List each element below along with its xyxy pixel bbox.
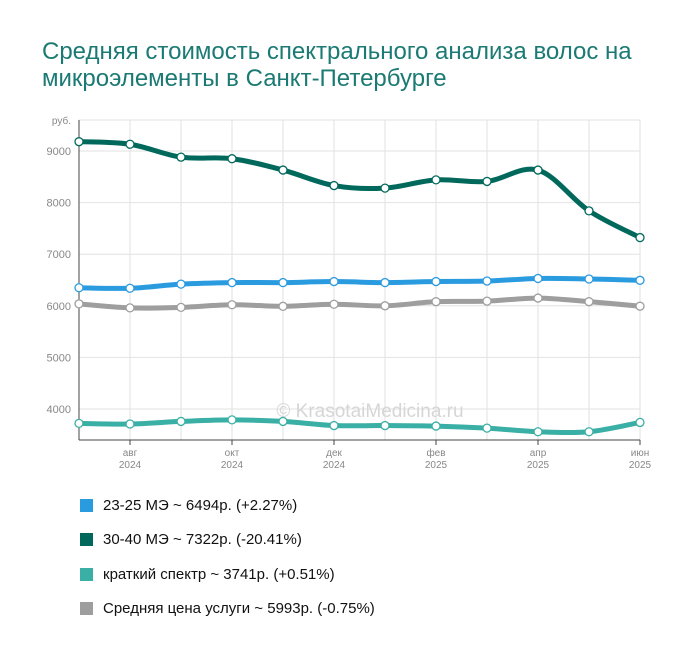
x-tick-label-year: 2025	[629, 460, 652, 471]
legend-item-1[interactable]: 23-25 МЭ ~ 6494р. (+2.27%)	[80, 488, 375, 523]
series-1-line	[76, 275, 643, 291]
legend-label: 30-40 МЭ ~ 7322р. (-20.41%)	[103, 531, 302, 549]
y-tick-label: 8000	[47, 198, 71, 210]
legend-item-3[interactable]: краткий спектр ~ 3741р. (+0.51%)	[80, 557, 375, 592]
series-4-point[interactable]	[533, 293, 543, 303]
series-3-point[interactable]	[74, 418, 84, 429]
series-4-point[interactable]	[278, 301, 288, 311]
series-4-line	[76, 295, 643, 311]
legend-swatch	[80, 533, 93, 547]
series-4-point[interactable]	[482, 296, 492, 306]
series-4-point[interactable]	[227, 300, 237, 310]
series-1-point[interactable]	[584, 274, 594, 284]
watermark-text: © KrasotaiMedicina.ru	[276, 401, 463, 422]
chart-title: Средняя стоимость спектрального анализа …	[42, 38, 632, 92]
series-1-point[interactable]	[125, 283, 135, 293]
series-4-point[interactable]	[329, 299, 339, 309]
y-tick-label: 9000	[47, 146, 71, 158]
series-2-point[interactable]	[584, 206, 594, 216]
series-1-point[interactable]	[227, 277, 237, 288]
legend-label: краткий спектр ~ 3741р. (+0.51%)	[103, 565, 335, 583]
series-2-point[interactable]	[380, 183, 390, 193]
series-3-point[interactable]	[635, 417, 645, 428]
line-chart: © KrasotaiMedicina.ru 400050006000700080…	[47, 115, 652, 471]
series-4-point[interactable]	[380, 301, 390, 311]
series-3-point[interactable]	[227, 415, 237, 425]
legend-swatch	[80, 498, 93, 512]
y-tick-label: 7000	[47, 249, 71, 261]
series-2-point[interactable]	[74, 137, 84, 147]
series-1-point[interactable]	[431, 276, 441, 287]
x-tick-label-month: окт	[225, 448, 240, 459]
series-2-point[interactable]	[533, 165, 543, 175]
series-2-point[interactable]	[329, 180, 339, 191]
series-3-point[interactable]	[176, 416, 186, 427]
series-2-point[interactable]	[431, 175, 441, 185]
y-axis-unit-label: руб.	[52, 115, 71, 127]
series-4-point[interactable]	[176, 302, 186, 313]
legend-item-4[interactable]: Средняя цена услуги ~ 5993р. (-0.75%)	[80, 592, 375, 627]
watermark-layer: © KrasotaiMedicina.ru	[276, 401, 463, 422]
series-layer	[76, 139, 643, 436]
series-2-line	[76, 139, 643, 241]
x-tick-label-month: апр	[530, 448, 547, 459]
series-2-point[interactable]	[635, 232, 645, 243]
series-3-point[interactable]	[125, 419, 135, 429]
points-layer	[74, 137, 645, 437]
x-tick-label-year: 2024	[119, 460, 142, 471]
series-3-point[interactable]	[533, 427, 543, 437]
x-tick-label-year: 2025	[527, 460, 550, 471]
series-1-point[interactable]	[74, 283, 84, 293]
x-tick-label-month: июн	[631, 448, 650, 459]
series-4-point[interactable]	[584, 297, 594, 307]
x-tick-label-year: 2025	[425, 460, 448, 471]
legend-item-2[interactable]: 30-40 МЭ ~ 7322р. (-20.41%)	[80, 523, 375, 558]
axes: 400050006000700080009000руб.авг2024окт20…	[47, 115, 652, 471]
series-2-point[interactable]	[125, 139, 135, 149]
legend-label: Средняя цена услуги ~ 5993р. (-0.75%)	[103, 600, 375, 618]
legend-swatch	[80, 567, 93, 581]
series-4-point[interactable]	[635, 301, 645, 311]
legend: 23-25 МЭ ~ 6494р. (+2.27%) 30-40 МЭ ~ 732…	[80, 488, 375, 626]
series-3-point[interactable]	[380, 420, 390, 431]
series-1-point[interactable]	[380, 277, 390, 288]
series-1-point[interactable]	[635, 275, 645, 285]
series-3-point[interactable]	[329, 420, 339, 431]
y-tick-label: 5000	[47, 352, 71, 364]
series-4-point[interactable]	[125, 303, 135, 313]
series-4-point[interactable]	[74, 299, 84, 309]
x-tick-label-year: 2024	[323, 460, 346, 471]
series-1-point[interactable]	[533, 273, 543, 284]
x-tick-label-month: авг	[123, 448, 138, 459]
legend-swatch	[80, 602, 93, 616]
series-3-point[interactable]	[431, 421, 441, 431]
series-1-point[interactable]	[176, 279, 186, 289]
y-tick-label: 6000	[47, 301, 71, 313]
series-1-point[interactable]	[329, 276, 339, 287]
series-3-point[interactable]	[482, 423, 492, 433]
series-1-point[interactable]	[482, 276, 492, 286]
x-tick-label-month: фев	[426, 447, 445, 459]
series-3-point[interactable]	[584, 427, 594, 437]
series-2-point[interactable]	[482, 176, 492, 187]
series-2-point[interactable]	[227, 154, 237, 164]
series-3-point[interactable]	[278, 416, 288, 427]
y-tick-label: 4000	[47, 404, 71, 416]
series-2-point[interactable]	[176, 152, 186, 162]
legend-label: 23-25 МЭ ~ 6494р. (+2.27%)	[103, 496, 298, 514]
series-1-point[interactable]	[278, 277, 288, 288]
series-2-point[interactable]	[278, 165, 288, 175]
x-tick-label-month: дек	[326, 448, 342, 459]
series-4-point[interactable]	[431, 297, 441, 307]
x-tick-label-year: 2024	[221, 460, 244, 471]
